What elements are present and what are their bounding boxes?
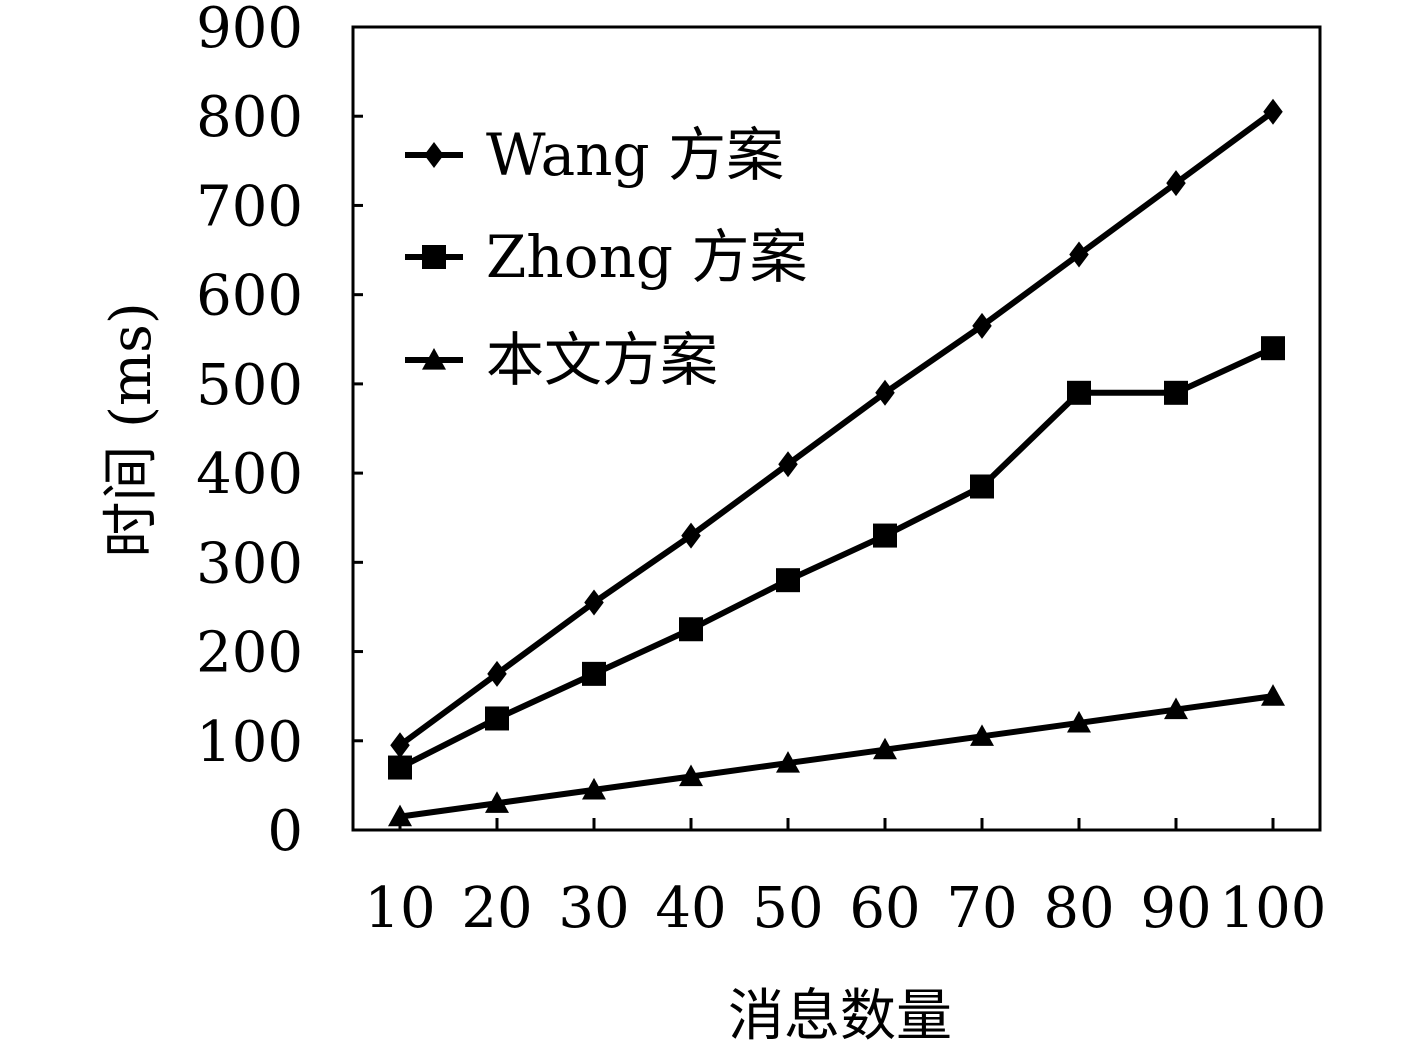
- series-1-point: [1069, 241, 1089, 268]
- legend-marker: [424, 142, 444, 168]
- y-tick-label: 800: [196, 85, 303, 150]
- series-3-point: [582, 777, 606, 800]
- y-tick-label: 500: [196, 353, 303, 418]
- series-2-point: [1067, 380, 1091, 405]
- series-2-point: [970, 474, 994, 499]
- series-3-point: [970, 724, 994, 746]
- series-3-point: [1164, 697, 1188, 720]
- legend-item: 本文方案: [405, 326, 718, 394]
- series-2-point: [776, 568, 800, 593]
- series-3-point: [485, 791, 509, 813]
- series-1-point: [681, 522, 701, 549]
- series-2-point: [1164, 380, 1188, 405]
- legend-item: Wang 方案: [405, 121, 784, 189]
- x-axis-ticks: 10 20 30 40 50 60 70 80 90 100: [364, 818, 1326, 941]
- y-tick-label: 0: [267, 799, 303, 864]
- series-2-point: [679, 617, 703, 642]
- series-layer: [388, 98, 1285, 827]
- series-3-point: [873, 737, 897, 760]
- legend-label: Zhong 方案: [486, 223, 808, 291]
- legend-label: Wang 方案: [486, 121, 784, 189]
- x-tick-label: 40: [655, 876, 726, 941]
- legend-marker: [422, 348, 446, 370]
- x-tick-label: 50: [752, 876, 823, 941]
- x-tick-label: 60: [849, 876, 920, 941]
- series-2: [388, 336, 1285, 780]
- series-3-point: [388, 804, 412, 827]
- series-2-line: [398, 345, 1275, 771]
- series-3-point: [1261, 684, 1285, 706]
- y-axis-title: 时间 (ms): [99, 302, 164, 557]
- series-1-line: [398, 109, 1275, 748]
- y-tick-label: 300: [196, 531, 303, 596]
- x-tick-label: 30: [558, 876, 629, 941]
- legend-label: 本文方案: [486, 326, 718, 394]
- y-tick-label: 100: [196, 710, 303, 775]
- series-1-point: [390, 732, 410, 759]
- series-3-line: [399, 693, 1274, 820]
- y-tick-label: 600: [196, 264, 303, 329]
- series-3: [388, 684, 1285, 827]
- x-tick-label: 80: [1043, 876, 1114, 941]
- series-1-point: [584, 589, 604, 616]
- series-3-point: [679, 764, 703, 787]
- plot-frame: [351, 25, 1322, 832]
- x-tick-label: 70: [946, 876, 1017, 941]
- x-tick-label: 10: [364, 876, 435, 941]
- series-1-point: [778, 451, 798, 478]
- x-tick-label: 20: [461, 876, 532, 941]
- legend-item: Zhong 方案: [405, 223, 808, 291]
- series-2-point: [1261, 336, 1285, 361]
- series-1: [390, 98, 1283, 759]
- series-1-point: [972, 312, 992, 339]
- series-3-point: [1067, 710, 1091, 733]
- y-tick-label: 900: [196, 0, 303, 61]
- series-2-point: [582, 661, 606, 686]
- series-3-point: [776, 751, 800, 773]
- y-tick-label: 700: [196, 174, 303, 239]
- series-1-point: [1166, 170, 1186, 197]
- y-tick-label: 400: [196, 442, 303, 507]
- legend-marker: [422, 245, 446, 269]
- series-1-point: [1263, 98, 1283, 125]
- series-2-point: [873, 523, 897, 548]
- series-2-point: [388, 755, 412, 780]
- series-1-point: [487, 660, 507, 687]
- series-1-point: [875, 379, 895, 406]
- x-axis-title: 消息数量: [728, 984, 952, 1049]
- series-2-point: [485, 706, 509, 731]
- x-tick-label: 100: [1220, 876, 1327, 941]
- y-axis-ticks: 0 100 200 300 400 500 600 700 800 900: [196, 0, 363, 864]
- x-tick-label: 90: [1140, 876, 1211, 941]
- y-tick-label: 200: [196, 621, 303, 686]
